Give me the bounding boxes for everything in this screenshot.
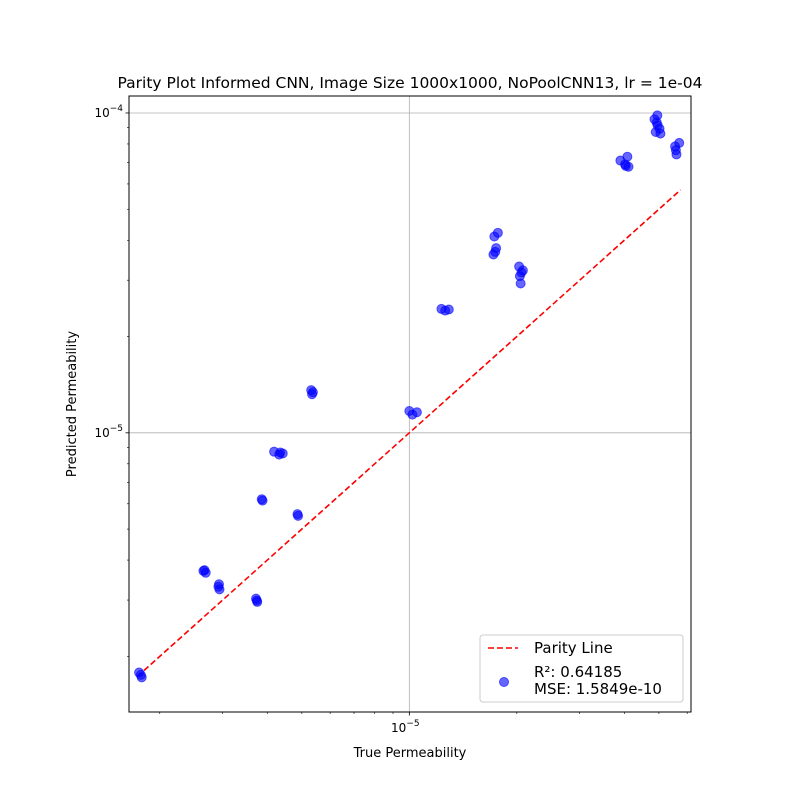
data-point	[517, 265, 528, 276]
legend-mse-label: MSE: 1.5849e-10	[534, 680, 662, 698]
data-point	[515, 278, 526, 289]
data-point	[135, 669, 146, 680]
data-point	[674, 137, 685, 148]
data-point	[655, 128, 666, 139]
data-point	[307, 387, 318, 398]
scatter-points	[134, 110, 685, 683]
legend: Parity Line R²: 0.64185 MSE: 1.5849e-10	[479, 634, 684, 703]
data-point	[490, 246, 501, 257]
data-point	[492, 227, 503, 238]
parity-line	[136, 189, 682, 678]
data-point	[251, 595, 262, 606]
y-axis-label: Predicted Permeability	[65, 331, 80, 477]
legend-r2-label: R²: 0.64185	[534, 663, 622, 681]
data-point	[198, 565, 209, 576]
data-point	[652, 120, 663, 131]
axis-ticks: 10−5 10−5 10−4	[94, 104, 688, 735]
y-tick-label: 10−4	[94, 104, 123, 120]
data-point	[623, 161, 634, 172]
legend-box	[479, 634, 684, 703]
data-point	[411, 407, 422, 418]
legend-points-swatch	[499, 677, 509, 687]
data-point	[293, 510, 304, 521]
x-tick-label: 10−5	[391, 719, 420, 735]
y-tick-label: 10−5	[94, 424, 123, 440]
data-point	[622, 151, 633, 162]
data-point	[277, 448, 288, 459]
x-axis-label: True Permeability	[353, 746, 467, 761]
chart-title: Parity Plot Informed CNN, Image Size 100…	[118, 74, 703, 92]
parity-line-layer	[136, 189, 682, 678]
axes-frame	[128, 95, 692, 713]
legend-parity-label: Parity Line	[534, 639, 613, 657]
data-point	[257, 495, 268, 506]
data-point	[443, 304, 454, 315]
data-point	[213, 581, 224, 592]
